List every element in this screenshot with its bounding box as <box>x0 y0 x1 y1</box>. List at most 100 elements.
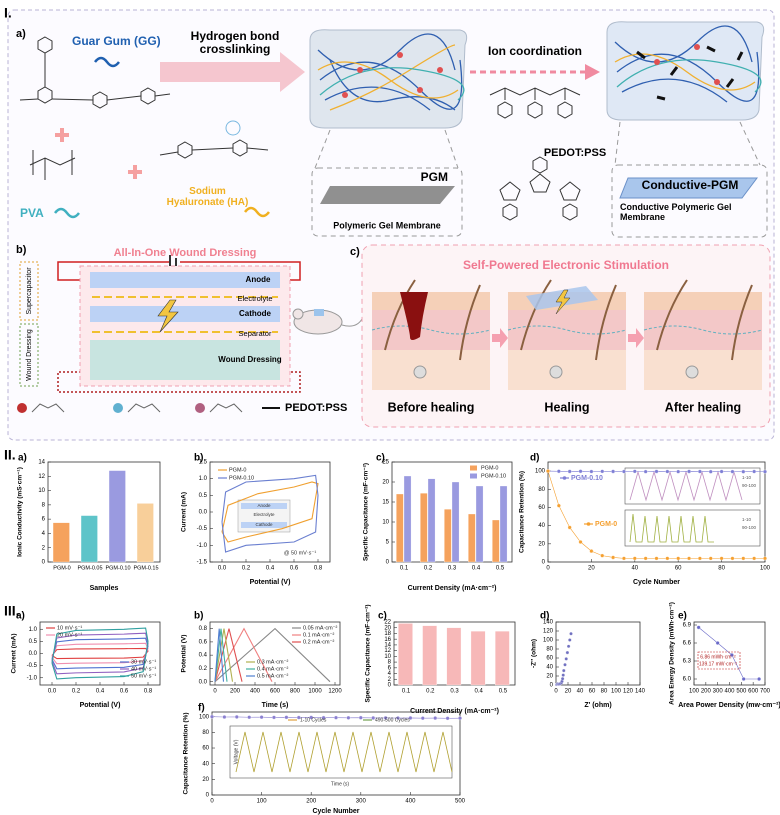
pedot-structure <box>489 87 581 221</box>
bar <box>499 485 508 563</box>
layer <box>90 340 280 380</box>
x-tick-label: 0.0 <box>48 689 57 695</box>
data-point <box>556 503 561 508</box>
series-line <box>51 642 149 665</box>
stage-label: Before healing <box>388 400 475 414</box>
y-tick-label: 0 <box>42 560 46 566</box>
x-tick-label: 140 <box>635 689 646 695</box>
y-tick-label: 14 <box>38 460 45 466</box>
y-tick-label: 0.0 <box>199 510 208 516</box>
bar <box>444 509 452 563</box>
x-tick-label: 500 <box>736 689 747 695</box>
x-tick-label: 0.2 <box>242 566 251 572</box>
side-box <box>19 323 39 387</box>
y-axis-label: Current (mA) <box>181 492 188 532</box>
bar <box>495 631 510 686</box>
panel-label: a) <box>16 28 26 40</box>
pgm-label: PGM <box>421 170 448 184</box>
data-point <box>697 556 702 561</box>
layer-label: Anode <box>246 275 271 284</box>
data-point <box>567 525 572 530</box>
data-point <box>589 549 594 554</box>
x-tick-label: PGM-0 <box>53 565 70 571</box>
x-axis-label: Potential (V) <box>80 702 121 709</box>
bar <box>422 625 437 686</box>
x-axis-label: Current Density (mA·cm⁻²) <box>408 585 497 592</box>
x-tick-label: 0.2 <box>72 689 81 695</box>
data-point <box>210 714 214 719</box>
x-tick-label: 0.4 <box>472 566 481 572</box>
x-tick-label: 0.1 <box>400 566 409 572</box>
bar <box>468 513 476 563</box>
data-point <box>696 625 701 630</box>
x-tick-label: 0.5 <box>499 689 508 695</box>
wire <box>57 371 301 393</box>
panel-label: c) <box>376 453 385 464</box>
y-axis-label: Potential (V) <box>181 635 188 673</box>
layer-label: Wound Dressing <box>218 355 282 364</box>
y-tick-label: 18 <box>384 631 391 637</box>
x-tick-label: 200 <box>701 689 712 695</box>
panel-label: f) <box>198 703 205 714</box>
annotation: Cathode <box>255 522 273 527</box>
y-axis-label: Current (mA) <box>11 633 18 673</box>
conductive-gel <box>606 21 765 121</box>
data-point <box>687 556 691 561</box>
annotation: 90-100 <box>742 483 757 488</box>
y-tick-label: 4 <box>388 671 392 677</box>
annotation-box <box>697 651 741 670</box>
y-tick-label: 80 <box>202 730 209 736</box>
data-point <box>578 469 583 474</box>
y-tick-label: 6.9 <box>683 623 692 629</box>
x-tick-label: 100 <box>689 689 700 695</box>
x-tick-label: 0.3 <box>448 566 457 572</box>
annotation: @ 50 mV·s⁻¹ <box>284 550 316 556</box>
x-tick-label: 1000 <box>308 689 322 695</box>
data-point <box>321 715 326 720</box>
data-point <box>654 556 659 561</box>
panel-label: c) <box>378 611 387 622</box>
x-tick-label: 0 <box>213 689 217 695</box>
x-tick-label: 200 <box>230 689 241 695</box>
y-tick-label: 100 <box>199 714 210 720</box>
legend-label: 50 mV·s⁻¹ <box>131 673 156 679</box>
data-point <box>611 469 616 474</box>
gg-structure <box>19 36 171 109</box>
y-tick-label: 15 <box>382 500 389 506</box>
x-axis-label: Cycle Number <box>633 579 680 586</box>
data-point <box>622 469 626 474</box>
y-tick-label: 0.0 <box>199 679 208 685</box>
data-point <box>752 556 757 561</box>
plot-frame <box>211 711 461 796</box>
cpgm-box <box>611 164 768 238</box>
data-point <box>763 556 767 561</box>
y-tick-label: -0.5 <box>27 663 38 669</box>
x-tick-label: 0.3 <box>450 689 459 695</box>
annotation: 1-10 <box>742 517 752 522</box>
arrow-head <box>585 64 600 80</box>
x-axis-label: Potential (V) <box>250 579 291 586</box>
step-label: Hydrogen bond crosslinking <box>190 29 280 57</box>
y-axis-label: Capacitance Retention (%) <box>519 471 526 553</box>
stage-label: Healing <box>544 400 589 414</box>
side-box <box>19 261 39 321</box>
data-point <box>309 715 314 720</box>
pva-label: PVA <box>20 206 44 220</box>
x-tick-label: 0 <box>554 689 558 695</box>
data-point <box>445 716 450 721</box>
annotation: 490-500 Cycles <box>375 717 410 723</box>
legend-label: 30 mV·s⁻¹ <box>131 659 156 665</box>
data-point <box>561 673 565 677</box>
y-tick-label: -1.0 <box>197 543 208 549</box>
lightning <box>157 299 179 333</box>
data-point <box>563 663 567 667</box>
inset <box>229 467 761 779</box>
data-point <box>358 715 363 720</box>
data-point <box>687 469 691 474</box>
y-tick-label: 12 <box>38 474 45 480</box>
y-tick-label: 8 <box>388 660 392 666</box>
panel-label: b) <box>16 244 27 256</box>
y-tick-label: 40 <box>538 523 545 529</box>
data-point <box>676 469 681 474</box>
